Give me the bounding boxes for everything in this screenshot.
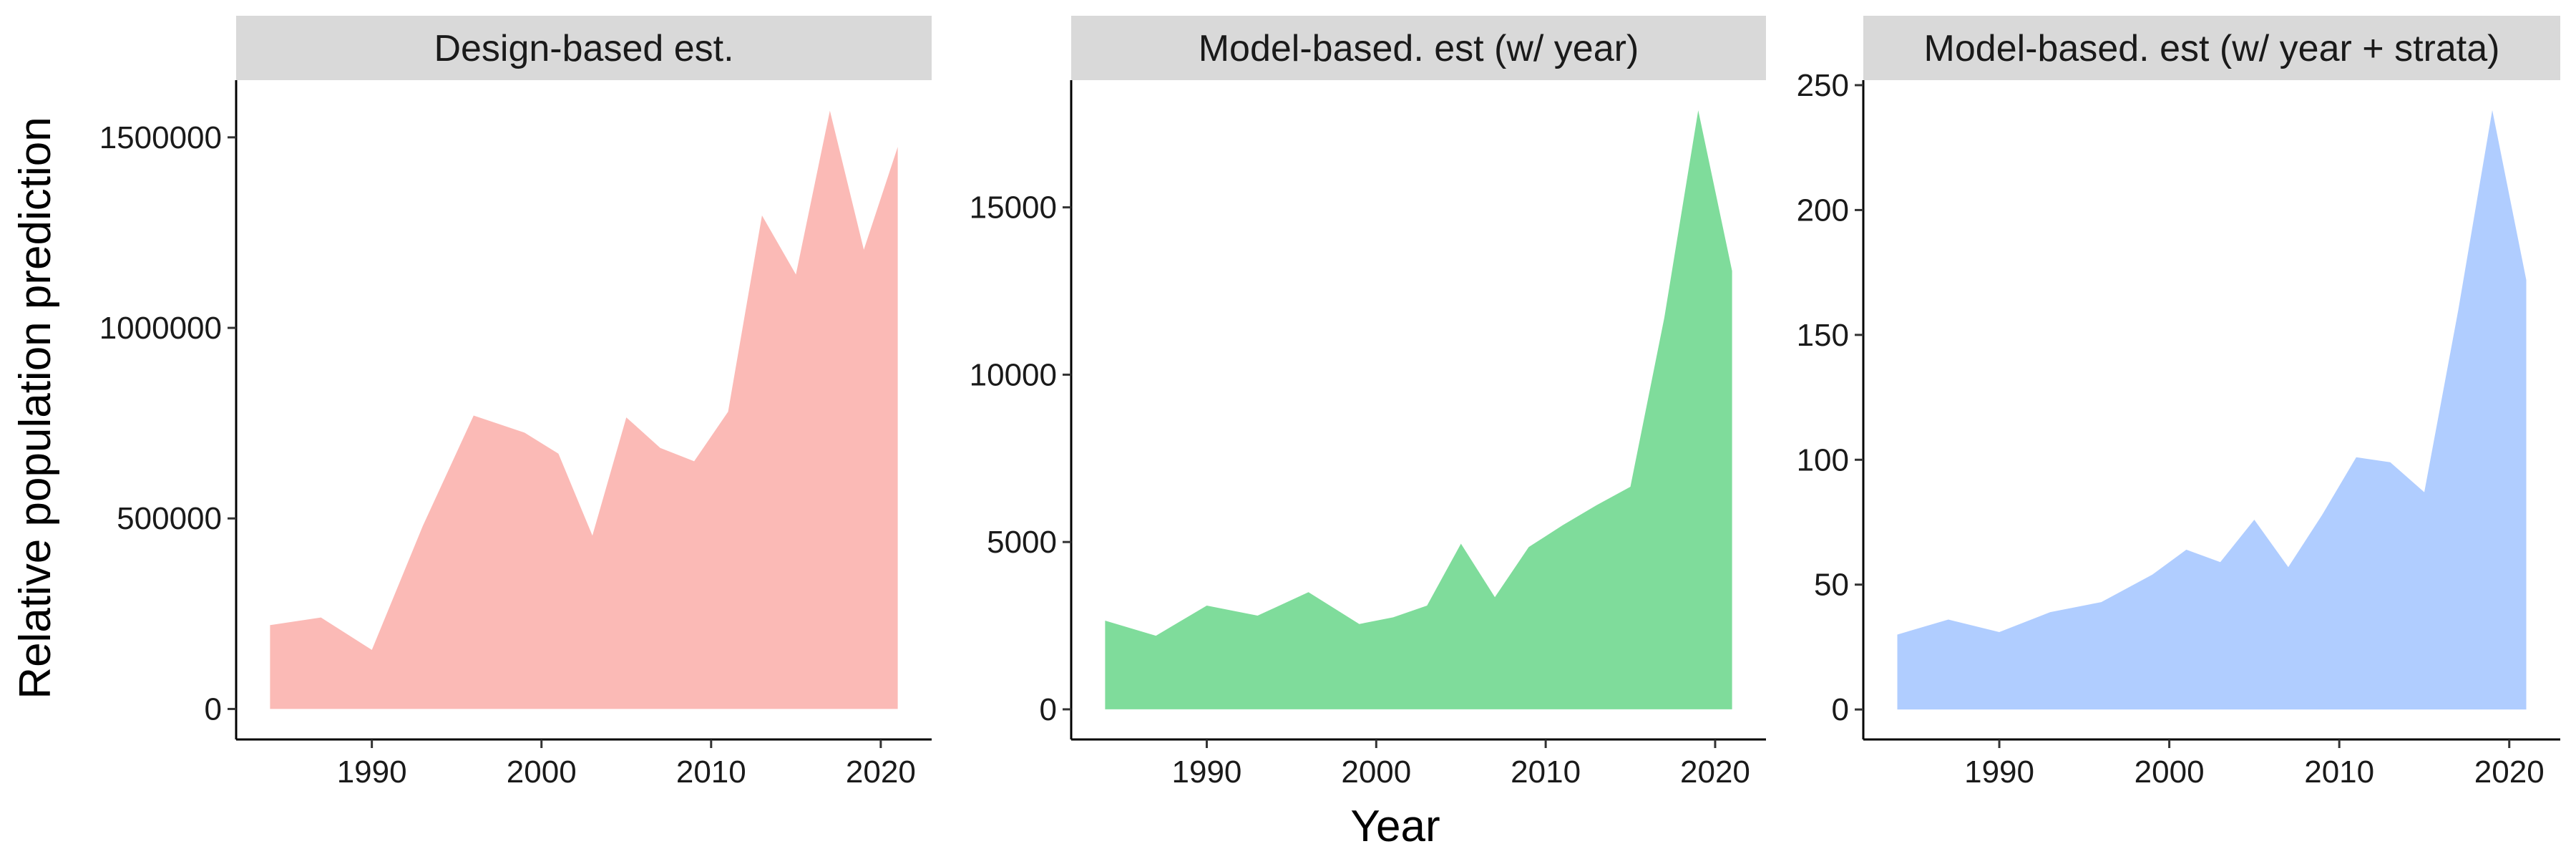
y-tick-label: 1000000: [99, 311, 222, 346]
y-tick-label: 150: [1797, 318, 1849, 353]
panel-1: Design-based est. 0 500000 1000000 1500000 19…: [99, 16, 932, 790]
area-series: [1897, 110, 2527, 710]
x-axis-title: Year: [1350, 802, 1440, 851]
x-tick-label: 2010: [2304, 754, 2374, 790]
x-tick-label: 1990: [1172, 754, 1242, 790]
y-tick-label: 10000: [970, 357, 1057, 392]
y-axis-title: Relative population prediction: [11, 117, 60, 699]
x-tick-label: 2020: [2474, 754, 2545, 790]
facet-title: Design-based est.: [434, 28, 733, 69]
facet-title: Model-based. est (w/ year + strata): [1924, 28, 2500, 69]
y-tick-label: 250: [1797, 68, 1849, 103]
y-tick-label: 200: [1797, 193, 1849, 228]
x-tick-label: 2000: [507, 754, 577, 790]
facet-strip: [1071, 16, 1766, 80]
y-tick-label: 5000: [987, 525, 1057, 560]
y-tick-label: 0: [1832, 692, 1849, 727]
x-tick-label: 2020: [1680, 754, 1750, 790]
panel-2: Model-based. est (w/ year) 0 5000 10000 1500…: [970, 16, 1766, 790]
x-tick-label: 2000: [2135, 754, 2205, 790]
facet-title: Model-based. est (w/ year): [1199, 28, 1639, 69]
x-tick-label: 1990: [337, 754, 407, 790]
panel-3: Model-based. est (w/ year + strata) 0 50 10…: [1797, 16, 2560, 790]
x-tick-label: 1990: [1964, 754, 2034, 790]
x-tick-label: 2000: [1341, 754, 1411, 790]
area-series: [270, 110, 898, 709]
y-tick-label: 0: [205, 691, 222, 727]
y-tick-label: 0: [1040, 692, 1057, 727]
x-tick-label: 2010: [1511, 754, 1581, 790]
y-tick-label: 50: [1814, 568, 1849, 603]
x-tick-label: 2010: [676, 754, 746, 790]
facet-strip: [236, 16, 932, 80]
x-tick-label: 2020: [846, 754, 916, 790]
y-tick-label: 15000: [970, 190, 1057, 225]
facet-strip: [1863, 16, 2560, 80]
area-series: [1105, 110, 1732, 709]
y-tick-label: 1500000: [99, 120, 222, 155]
y-tick-label: 500000: [117, 501, 222, 536]
y-tick-label: 100: [1797, 442, 1849, 477]
